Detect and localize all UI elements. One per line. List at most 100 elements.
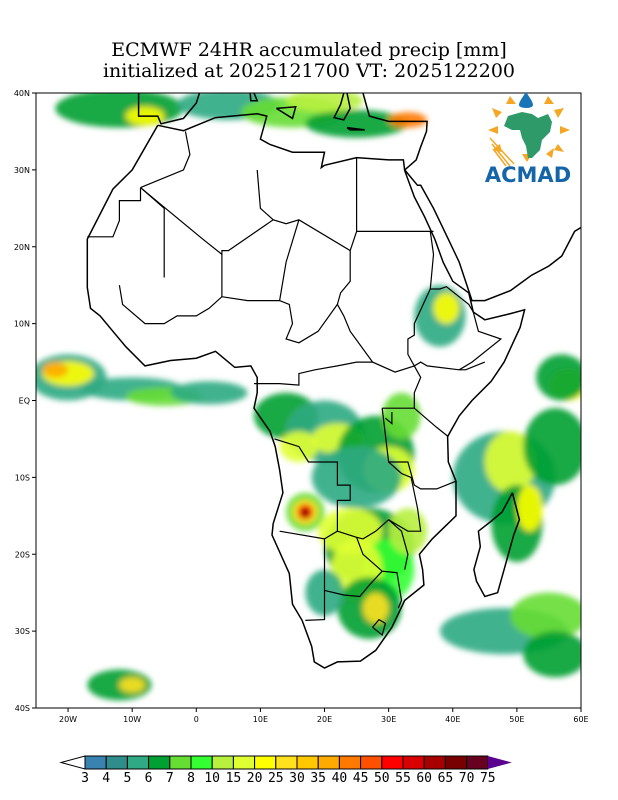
colorbar-label: 6 bbox=[145, 771, 153, 786]
country-border bbox=[356, 157, 434, 232]
colorbar-label: 5 bbox=[123, 771, 131, 786]
precip-area bbox=[363, 592, 389, 624]
lat-tick-label: 40N bbox=[14, 89, 30, 98]
colorbar-swatch bbox=[402, 755, 425, 770]
lat-tick-label: EQ bbox=[19, 397, 30, 406]
iberia-coastline bbox=[137, 93, 201, 125]
precip-area bbox=[55, 93, 184, 128]
colorbar-label: 40 bbox=[332, 771, 348, 786]
country-border bbox=[356, 537, 403, 609]
colorbar-label: 70 bbox=[459, 771, 475, 786]
colorbar-label: 8 bbox=[187, 771, 195, 786]
precip-area bbox=[286, 93, 363, 113]
sardinia-coastline bbox=[249, 93, 259, 102]
colorbar-swatch bbox=[190, 755, 213, 770]
colorbar-swatch bbox=[275, 755, 298, 770]
colorbar-swatch bbox=[126, 755, 150, 770]
country-border bbox=[458, 311, 503, 371]
lat-tick-label: 10N bbox=[14, 320, 30, 329]
colorbar-label: 75 bbox=[480, 771, 496, 786]
colorbar-swatch bbox=[444, 755, 468, 770]
country-border bbox=[385, 412, 393, 425]
colorbar-swatch bbox=[84, 755, 107, 770]
colorbar-label: 15 bbox=[226, 771, 242, 786]
country-border bbox=[349, 231, 358, 251]
lon-tick-label: 30E bbox=[381, 715, 396, 724]
colorbar-swatch bbox=[296, 755, 319, 770]
madagascar-coastline bbox=[473, 492, 521, 598]
colorbar-label: 30 bbox=[289, 771, 305, 786]
lon-tick-label: 40E bbox=[445, 715, 460, 724]
lon-tick-label: 20W bbox=[59, 715, 77, 724]
lon-tick-label: 10E bbox=[253, 715, 268, 724]
crete-coastline bbox=[346, 126, 365, 131]
lon-tick-label: 10W bbox=[123, 715, 141, 724]
precip-area bbox=[119, 677, 145, 693]
lon-tick-label: 20E bbox=[317, 715, 332, 724]
colorbar-label: 25 bbox=[268, 771, 284, 786]
colorbar-label: 3 bbox=[81, 771, 89, 786]
country-border bbox=[413, 365, 422, 409]
country-border bbox=[388, 461, 457, 490]
country-border bbox=[407, 288, 431, 367]
colorbar-swatch bbox=[211, 755, 234, 770]
lat-tick-label: 20S bbox=[15, 550, 30, 559]
country-border bbox=[279, 219, 300, 301]
colorbar-label: 45 bbox=[353, 771, 369, 786]
map-subtitle: initialized at 2025121700 VT: 2025122200 bbox=[102, 60, 515, 82]
precip-area bbox=[300, 508, 310, 518]
precip-area bbox=[516, 485, 543, 532]
colorbar-swatch bbox=[105, 755, 128, 770]
lat-tick-label: 30S bbox=[15, 627, 30, 636]
colorbar-swatch bbox=[232, 755, 256, 770]
precip-area bbox=[305, 109, 408, 138]
country-border bbox=[274, 438, 351, 540]
lon-tick-label: 60E bbox=[573, 715, 588, 724]
axis-ticks: 40N 30N 20N 10N EQ 10S 20S 30S 40S 20W 10W 0 10E 20E 3… bbox=[14, 89, 589, 724]
coastlines-borders bbox=[86, 93, 581, 669]
lon-tick-label: 50E bbox=[509, 715, 524, 724]
precip-area bbox=[170, 381, 248, 405]
colorbar-label: 65 bbox=[438, 771, 454, 786]
precip-area bbox=[388, 112, 428, 128]
precip-area bbox=[510, 592, 581, 639]
country-border bbox=[140, 187, 165, 278]
colorbar-swatch bbox=[360, 755, 383, 770]
precip-area bbox=[523, 408, 581, 486]
precip-area bbox=[433, 292, 460, 324]
lon-tick-label: 0 bbox=[194, 715, 199, 724]
country-border bbox=[140, 187, 486, 373]
colorbar-under-arrow bbox=[59, 755, 86, 770]
colorbar-label: 55 bbox=[395, 771, 411, 786]
logo-text: ACMAD bbox=[485, 163, 571, 187]
colorbar-label: 20 bbox=[247, 771, 263, 786]
lat-tick-label: 30N bbox=[14, 166, 30, 175]
colorbar-label: 10 bbox=[204, 771, 220, 786]
country-border bbox=[118, 285, 338, 344]
colorbar-label: 50 bbox=[374, 771, 390, 786]
country-border bbox=[388, 519, 409, 570]
africa-coastline bbox=[86, 113, 526, 669]
precip-area bbox=[536, 354, 581, 401]
colorbar-label: 35 bbox=[310, 771, 326, 786]
precip-area bbox=[42, 362, 69, 378]
country-border bbox=[372, 618, 387, 637]
colorbar-swatch bbox=[423, 755, 446, 770]
country-border bbox=[87, 187, 142, 238]
country-border bbox=[256, 169, 274, 221]
precip-area bbox=[87, 669, 152, 701]
colorbar-swatch bbox=[148, 755, 171, 770]
lat-tick-label: 20N bbox=[14, 243, 30, 252]
acmad-logo: ACMAD bbox=[485, 92, 571, 187]
arabia-coastline bbox=[362, 93, 581, 302]
country-border bbox=[140, 131, 191, 189]
precip-area bbox=[382, 392, 421, 439]
colorbar-swatch bbox=[338, 755, 362, 770]
precip-area bbox=[484, 431, 537, 493]
sicily-coastline bbox=[276, 105, 297, 120]
colorbar-label: 7 bbox=[166, 771, 174, 786]
colorbar-over-arrow bbox=[487, 756, 512, 769]
lat-tick-label: 40S bbox=[15, 704, 30, 713]
colorbar: 3 4 5 6 7 8 10 15 20 25 30 35 40 45 50 55 60 65 70 75 bbox=[59, 755, 512, 786]
